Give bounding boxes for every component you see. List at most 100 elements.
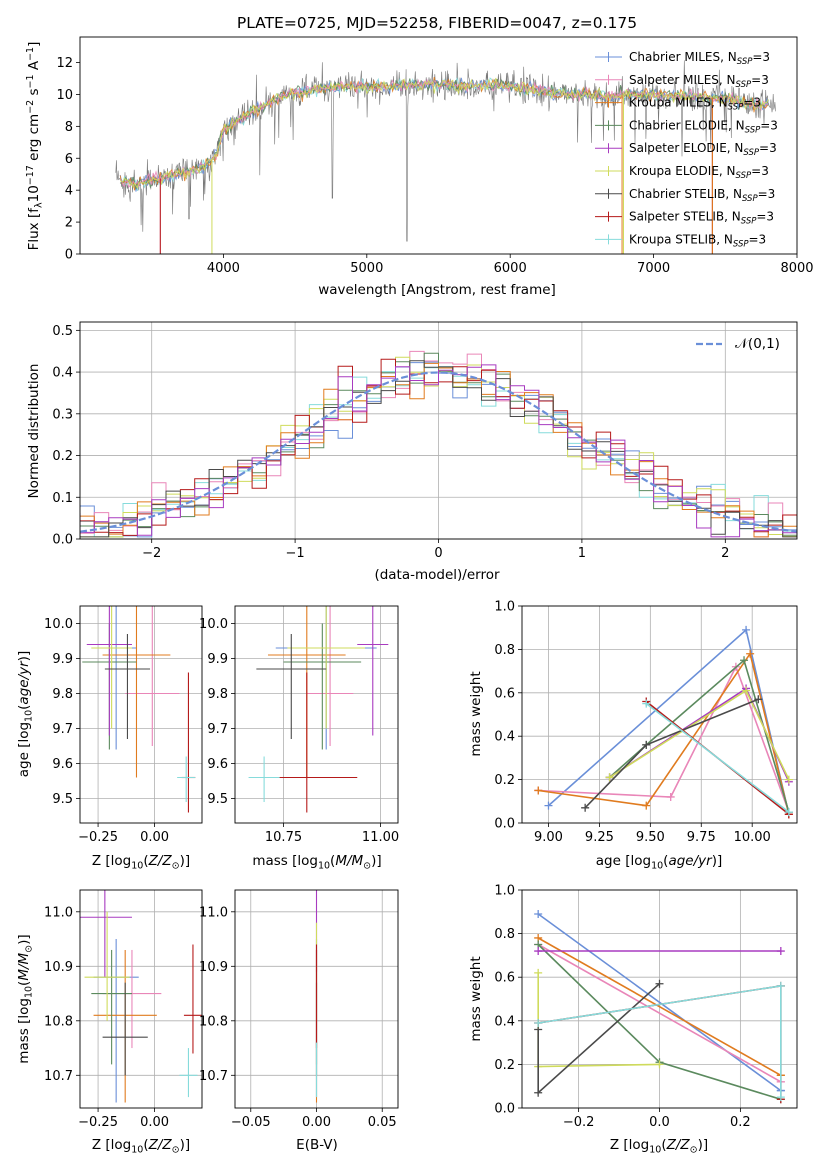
- label-part: age/yr: [16, 660, 32, 705]
- x-tick-label: 8000: [780, 261, 813, 276]
- age-weight-y-label: mass weight: [468, 671, 484, 756]
- y-tick-label: 0.0: [494, 817, 515, 832]
- residuals-x-label: (data-model)/error: [374, 567, 500, 583]
- y-tick-label: 0.4: [52, 366, 73, 381]
- label-part: λ: [34, 202, 45, 208]
- label-part: Kroupa STELIB, N: [629, 232, 733, 246]
- label-part: age/yr: [668, 853, 713, 869]
- spectrum-x-label: wavelength [Angstrom, rest frame]: [318, 282, 556, 298]
- label-part: SSP: [743, 148, 759, 158]
- x-tick-label: 4000: [207, 261, 240, 276]
- label-part: (: [16, 705, 32, 710]
- label-part: Chabrier ELODIE, N: [629, 118, 745, 132]
- mass-weight-marker: [534, 909, 543, 918]
- label-part: SSP: [737, 57, 753, 67]
- mass-weight-marker: [746, 649, 755, 658]
- ebv-mass-frame: [234, 889, 399, 1109]
- y-tick-label: 10.0: [199, 617, 228, 632]
- residuals-y-label: Normed distribution: [26, 364, 42, 499]
- z-weight-y-label: mass weight: [468, 956, 484, 1041]
- y-tick-label: 10.7: [44, 1069, 73, 1084]
- label-part: ⊙: [363, 861, 371, 872]
- spectrum-plot: [115, 60, 776, 254]
- mass-weight-marker: [784, 775, 793, 784]
- mass-weight-line: [538, 664, 790, 813]
- mass-weight-marker: [534, 786, 543, 795]
- mass-weight-marker: [655, 979, 664, 988]
- x-tick-label: 10.75: [265, 830, 302, 845]
- y-tick-label: 9.5: [207, 792, 228, 807]
- spectrum-title: PLATE=0725, MJD=52258, FIBERID=0047, z=0…: [237, 14, 637, 32]
- label-part: ⊙: [172, 861, 180, 872]
- z-age-plot: [82, 606, 196, 813]
- mass-age-axes: [235, 606, 398, 823]
- y-tick-label: 10.0: [44, 617, 73, 632]
- y-tick-label: 0.0: [52, 533, 73, 548]
- y-tick-label: 10: [56, 88, 73, 103]
- mass-age-x-label: mass [log10(M/M⊙)]: [252, 853, 381, 872]
- age-weight-x-label: age [log10(age/yr)]: [596, 853, 722, 872]
- label-part: =3: [743, 96, 761, 110]
- spectrum-frame: [79, 36, 798, 255]
- legend-label: Salpeter ELODIE, NSSP=3: [629, 141, 777, 158]
- label-part: =3: [751, 164, 769, 178]
- label-part: Chabrier MILES, N: [629, 50, 737, 64]
- x-tick-label: 0.05: [368, 1115, 397, 1130]
- label-part: )]: [180, 853, 191, 869]
- normal-curve: [80, 371, 797, 533]
- label-part: )]: [698, 1137, 709, 1153]
- label-part: ]: [26, 42, 42, 47]
- label-part: (: [330, 853, 335, 869]
- y-tick-label: 9.9: [207, 652, 228, 667]
- y-tick-label: 9.9: [52, 652, 73, 667]
- y-tick-label: 0.2: [494, 1058, 515, 1073]
- y-tick-label: 0.8: [494, 643, 515, 658]
- z-age-y-label: age [log10(age/yr)]: [16, 651, 35, 777]
- age-weight-plot: [534, 625, 793, 819]
- label-part: age [log: [16, 722, 32, 777]
- x-tick-label: 1: [578, 546, 586, 561]
- label-part: SSP: [728, 103, 744, 113]
- label-part: Normed distribution: [26, 364, 42, 499]
- y-tick-label: 9.5: [52, 792, 73, 807]
- mass-weight-marker: [534, 1088, 543, 1097]
- legend-label: Salpeter MILES, NSSP=3: [629, 73, 769, 90]
- label-part: )]: [371, 853, 382, 869]
- mass-weight-marker: [784, 808, 793, 817]
- y-tick-label: 0.0: [494, 1102, 515, 1117]
- mass-weight-line: [584, 698, 759, 809]
- x-tick-label: 7000: [637, 261, 670, 276]
- y-tick-label: 0.2: [494, 773, 515, 788]
- y-tick-label: 10.9: [44, 960, 73, 975]
- residual-histogram: [80, 364, 797, 538]
- mass-age-frame: [234, 605, 399, 824]
- label-part: s: [26, 88, 42, 99]
- y-tick-label: 1.0: [494, 884, 515, 899]
- label-part: −17: [25, 165, 36, 185]
- label-part: mass weight: [468, 671, 484, 756]
- x-tick-label: −0.25: [78, 830, 118, 845]
- label-part: =3: [752, 50, 770, 64]
- label-part: Salpeter MILES, N: [629, 73, 736, 87]
- label-part: )]: [712, 853, 723, 869]
- z-mass-plot: [80, 890, 202, 1103]
- y-tick-label: 8: [65, 120, 73, 135]
- label-part: 10: [24, 710, 35, 722]
- y-tick-label: 0.4: [494, 1014, 515, 1029]
- label-part: A: [26, 60, 42, 74]
- z-weight-axes: [522, 889, 797, 1109]
- y-tick-label: 0.3: [52, 407, 73, 422]
- z-weight-x-label: Z [log10(Z/Z⊙)]: [610, 1137, 708, 1156]
- legend-label: 𝒩(0,1): [735, 336, 780, 352]
- label-part: 10: [131, 861, 143, 872]
- y-tick-label: 9.7: [207, 722, 228, 737]
- y-tick-label: 9.6: [52, 757, 73, 772]
- y-tick-label: 9.8: [52, 687, 73, 702]
- mass-weight-marker: [776, 1093, 785, 1102]
- label-part: erg cm: [26, 114, 42, 165]
- mass-weight-marker: [605, 773, 614, 782]
- label-part: Z [log: [92, 853, 131, 869]
- y-tick-label: 1.0: [494, 600, 515, 615]
- label-part: Z [log: [92, 1137, 131, 1153]
- label-part: (: [143, 853, 148, 869]
